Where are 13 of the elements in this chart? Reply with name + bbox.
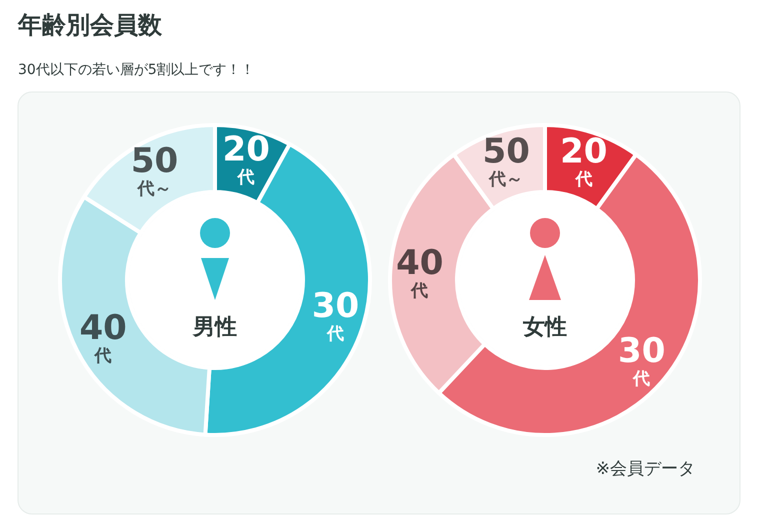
slice-label: 50代～ xyxy=(130,141,178,200)
text: 女性 xyxy=(522,315,567,340)
text: 男性 xyxy=(192,315,237,340)
slice-label: 40代 xyxy=(396,243,444,302)
slice-label: 40代 xyxy=(80,308,127,366)
slice-label: 30代 xyxy=(618,330,666,389)
slice-label: 50代～ xyxy=(482,132,530,190)
text: 30代以下の若い層が5割以上です！！ xyxy=(18,62,255,78)
text: 年齢別会員数 xyxy=(17,11,163,39)
slice-label: 20代 xyxy=(222,129,270,188)
slice-label: 20代 xyxy=(560,132,608,190)
text: ※会員データ xyxy=(596,459,695,479)
slice-label: 30代 xyxy=(312,286,360,344)
